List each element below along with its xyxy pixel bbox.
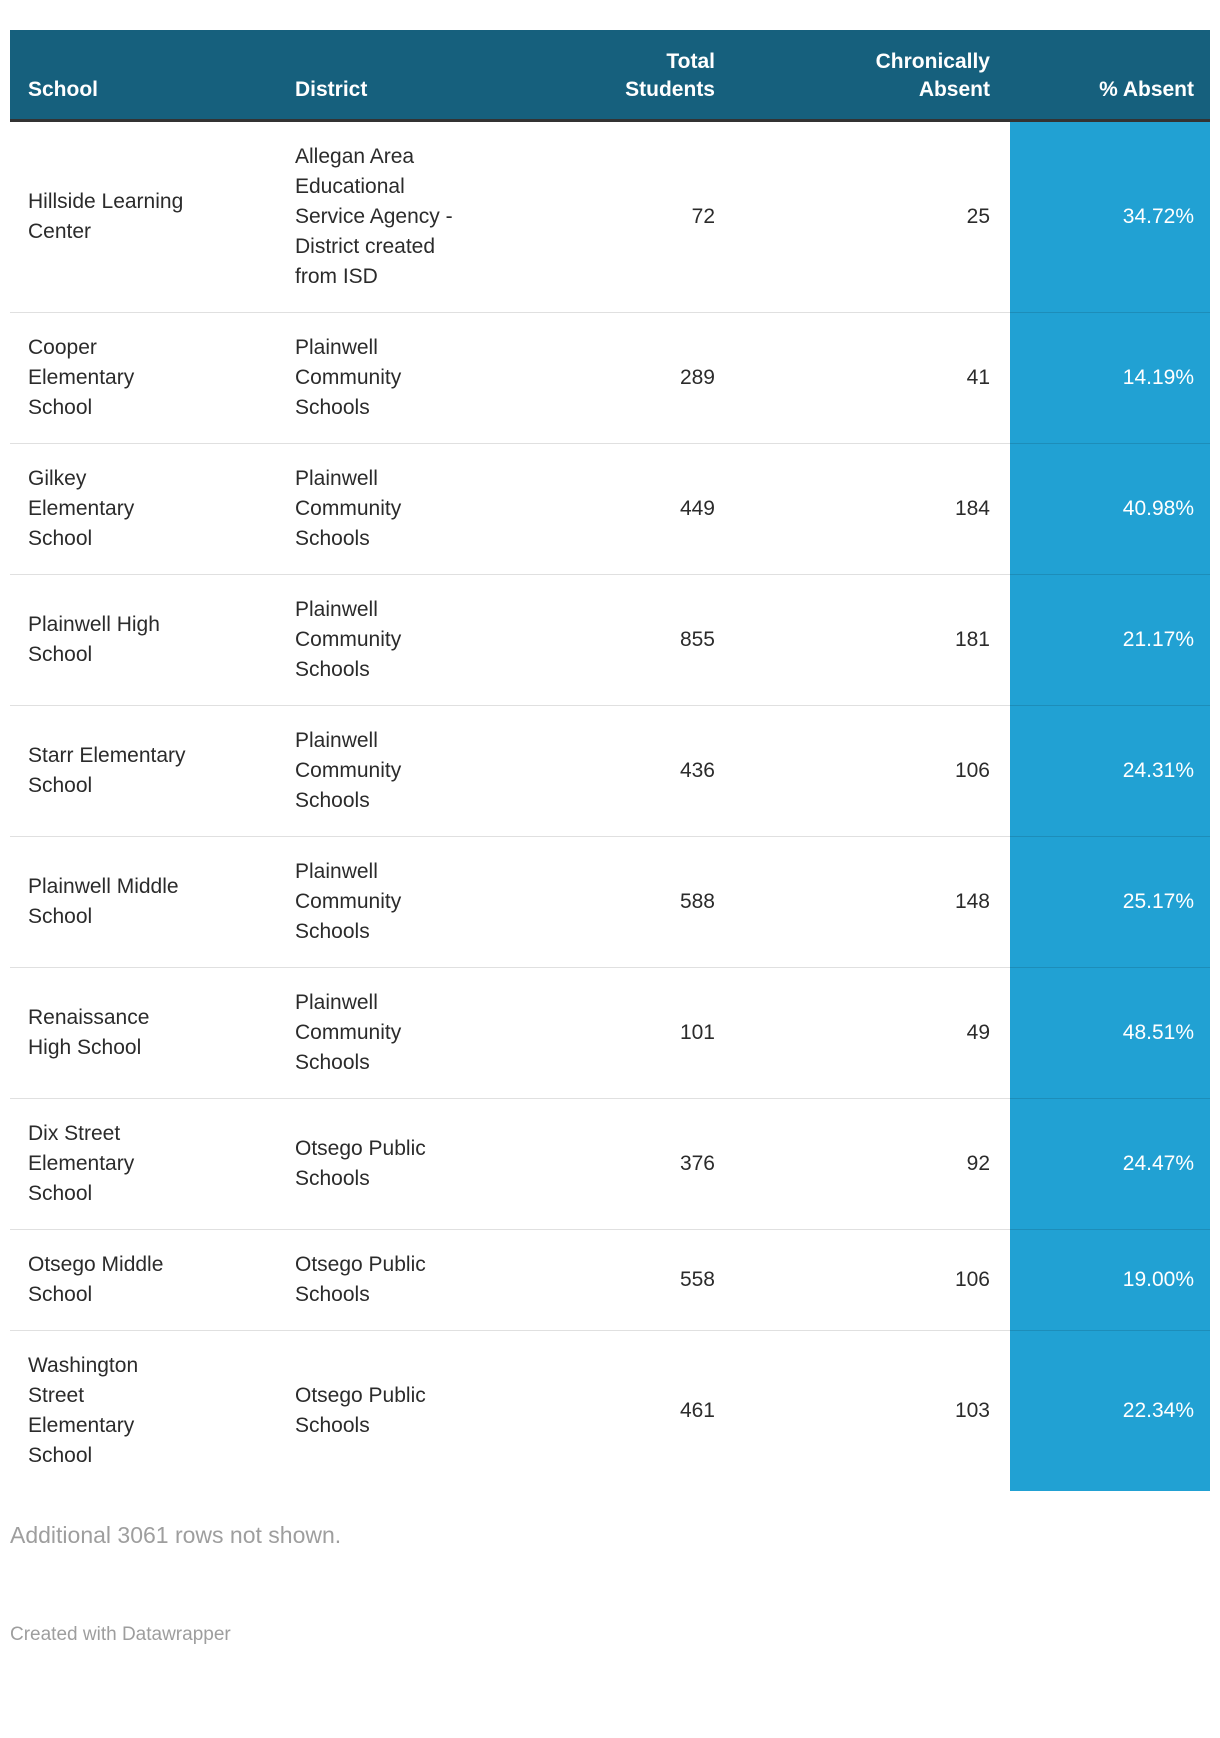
district-cell: Allegan Area Educational Service Agency … [295,145,453,288]
chronically-absent-cell: 181 [725,574,1010,706]
chronically-absent-cell: 106 [725,705,1010,837]
school-cell: Cooper Elementary School [10,312,285,444]
column-header-chronically-absent: Chronically Absent [725,30,1010,122]
district-cell: Plainwell Community Schools [285,705,515,837]
chronically-absent-cell: 49 [725,967,1010,1099]
column-header-district: District [285,30,515,122]
total-students-cell: 72 [691,205,715,228]
total-students-cell: 449 [515,443,725,575]
total-students-cell: 558 [515,1229,725,1331]
total-students-cell: 461 [515,1330,725,1491]
column-header-pct-absent-label: % Absent [1099,78,1194,101]
column-header-school: School [10,30,285,122]
pct-absent-cell: 24.47% [1010,1098,1210,1230]
pct-absent-cell: 19.00% [1010,1229,1210,1331]
datawrapper-credit-link[interactable]: Created with Datawrapper [10,1624,231,1645]
table-row: Washington Street Elementary School Otseg… [10,1330,1210,1491]
column-header-district-label: District [295,78,368,101]
school-cell: Otsego Middle School [10,1229,285,1331]
pct-absent-cell: 24.31% [1010,705,1210,837]
district-cell: Plainwell Community Schools [285,836,515,968]
pct-absent-cell: 34.72% [1010,120,1210,313]
table-row: Plainwell Middle School Plainwell Communi… [10,836,1210,968]
district-cell: Plainwell Community Schools [285,312,515,444]
total-students-cell: 376 [515,1098,725,1230]
chronically-absent-cell: 92 [725,1098,1010,1230]
pct-absent-cell: 14.19% [1010,312,1210,444]
school-cell: Washington Street Elementary School [10,1330,285,1491]
pct-absent-cell: 25.17% [1010,836,1210,968]
chronically-absent-cell: 103 [725,1330,1010,1491]
chronically-absent-cell: 148 [725,836,1010,968]
pct-absent-cell: 40.98% [1010,443,1210,575]
column-header-total-students-label: Total Students [625,50,715,101]
chronically-absent-cell: 41 [725,312,1010,444]
table-row: Starr Elementary School Plainwell Communi… [10,705,1210,837]
school-cell: Plainwell Middle School [10,836,285,968]
column-header-pct-absent: % Absent [1010,30,1210,122]
chronically-absent-cell: 25 [966,205,990,228]
school-cell: Renaissance High School [10,967,285,1099]
pct-absent-cell: 48.51% [1010,967,1210,1099]
table-row: Hillside Learning Center Allegan Area Edu… [10,120,1210,313]
district-cell: Plainwell Community Schools [285,443,515,575]
column-header-school-label: School [28,78,99,101]
chronically-absent-cell: 106 [725,1229,1010,1331]
total-students-cell: 289 [515,312,725,444]
table-row: Otsego Middle School Otsego Public School… [10,1229,1210,1331]
school-cell: Hillside Learning Center [28,190,184,243]
pct-absent-cell: 22.34% [1010,1330,1210,1491]
table-row: Plainwell High School Plainwell Community… [10,574,1210,706]
rows-not-shown-note: Additional 3061 rows not shown. [10,1522,342,1548]
absence-table: School District Total Students Chronical… [10,30,1210,1491]
school-cell: Starr Elementary School [10,705,285,837]
column-header-chronically-absent-label: Chronically Absent [875,50,990,101]
table-row: Gilkey Elementary School Plainwell Commun… [10,443,1210,575]
table-body: Hillside Learning Center Allegan Area Edu… [10,120,1210,1491]
school-cell: Plainwell High School [10,574,285,706]
column-header-total-students: Total Students [515,30,725,122]
district-cell: Otsego Public Schools [285,1098,515,1230]
school-cell: Gilkey Elementary School [10,443,285,575]
table-row: Dix Street Elementary School Otsego Publi… [10,1098,1210,1230]
table-row: Cooper Elementary School Plainwell Commun… [10,312,1210,444]
table-row: Renaissance High School Plainwell Communi… [10,967,1210,1099]
district-cell: Plainwell Community Schools [285,574,515,706]
pct-absent-cell: 21.17% [1010,574,1210,706]
school-cell: Dix Street Elementary School [10,1098,285,1230]
district-cell: Otsego Public Schools [285,1229,515,1331]
total-students-cell: 855 [515,574,725,706]
district-cell: Plainwell Community Schools [285,967,515,1099]
table-header: School District Total Students Chronical… [10,30,1210,122]
total-students-cell: 436 [515,705,725,837]
district-cell: Otsego Public Schools [285,1330,515,1491]
total-students-cell: 101 [515,967,725,1099]
total-students-cell: 588 [515,836,725,968]
chronically-absent-cell: 184 [725,443,1010,575]
